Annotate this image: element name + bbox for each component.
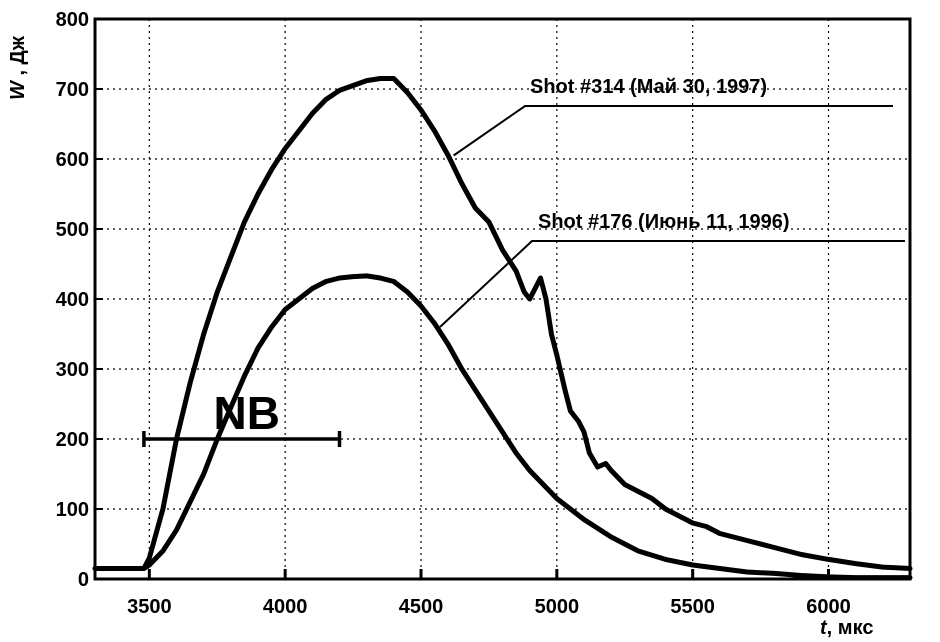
y-tick-label: 400 — [56, 289, 89, 311]
nb-label: NB — [213, 387, 279, 439]
y-tick-label: 800 — [56, 9, 89, 31]
annotations: Shot #314 (Май 30, 1997) Shot #176 (Июнь … — [142, 76, 905, 447]
x-tick-label: 4500 — [399, 596, 444, 618]
y-tick-label: 100 — [56, 499, 89, 521]
x-axis-label: t, мкс — [820, 617, 873, 639]
x-tick-label: 5500 — [670, 596, 715, 618]
y-axis-label: W , Дж — [7, 35, 29, 100]
y-tick-labels: 0 100 200 300 400 500 600 700 800 — [56, 9, 103, 591]
y-tick-label: 0 — [78, 569, 89, 591]
x-tick-label: 4000 — [263, 596, 308, 618]
series-lines — [92, 76, 913, 581]
y-tick-label: 300 — [56, 359, 89, 381]
series-line-1 — [92, 76, 913, 571]
series-label-2: Shot #176 (Июнь 11, 1996) — [538, 211, 790, 233]
x-tick-labels: 3500 4000 4500 5000 5500 6000 — [127, 569, 851, 618]
x-tick-label: 3500 — [127, 596, 172, 618]
x-tick-label: 6000 — [806, 596, 851, 618]
y-tick-label: 500 — [56, 219, 89, 241]
series-label-1: Shot #314 (Май 30, 1997) — [530, 76, 767, 98]
leader-line-1 — [453, 105, 893, 157]
y-tick-label: 600 — [56, 149, 89, 171]
grid — [95, 19, 910, 579]
leader-line-2 — [439, 240, 905, 328]
series-line-2 — [92, 273, 913, 581]
y-tick-label: 700 — [56, 79, 89, 101]
x-tick-label: 5000 — [535, 596, 580, 618]
y-tick-label: 200 — [56, 429, 89, 451]
